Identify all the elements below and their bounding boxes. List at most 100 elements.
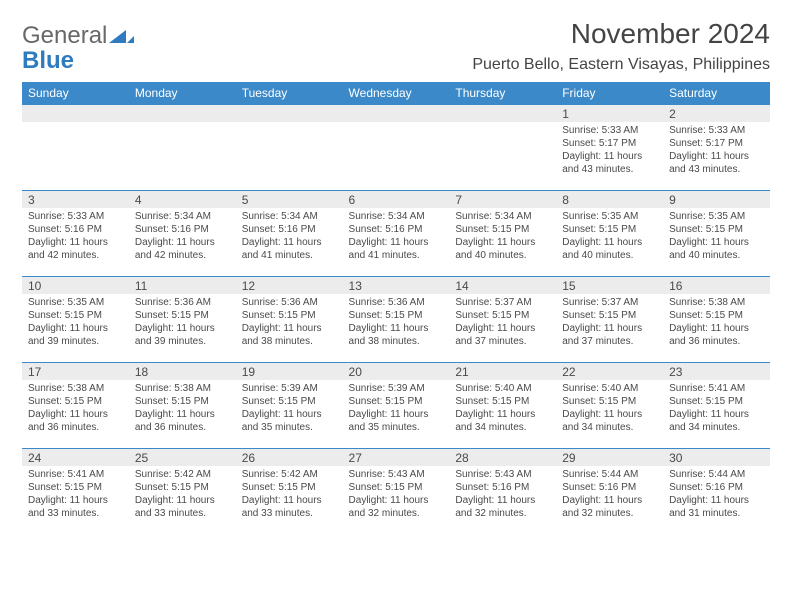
week-row: 10Sunrise: 5:35 AMSunset: 5:15 PMDayligh…: [22, 277, 770, 363]
day-number: 27: [343, 449, 450, 466]
day-cell: 20Sunrise: 5:39 AMSunset: 5:15 PMDayligh…: [343, 363, 450, 449]
day-number: 8: [556, 191, 663, 208]
day-cell: 13Sunrise: 5:36 AMSunset: 5:15 PMDayligh…: [343, 277, 450, 363]
day-data: Sunrise: 5:33 AMSunset: 5:17 PMDaylight:…: [663, 122, 770, 180]
day-number: [22, 105, 129, 122]
logo-triangle-icon: [109, 25, 135, 49]
day-cell: 15Sunrise: 5:37 AMSunset: 5:15 PMDayligh…: [556, 277, 663, 363]
day-cell: 18Sunrise: 5:38 AMSunset: 5:15 PMDayligh…: [129, 363, 236, 449]
day-data: Sunrise: 5:36 AMSunset: 5:15 PMDaylight:…: [343, 294, 450, 352]
day-cell: [22, 105, 129, 191]
day-number: 20: [343, 363, 450, 380]
header: GeneralBlue November 2024 Puerto Bello, …: [22, 18, 770, 80]
day-cell: 7Sunrise: 5:34 AMSunset: 5:15 PMDaylight…: [449, 191, 556, 277]
day-number: 5: [236, 191, 343, 208]
day-cell: 29Sunrise: 5:44 AMSunset: 5:16 PMDayligh…: [556, 449, 663, 535]
day-cell: 14Sunrise: 5:37 AMSunset: 5:15 PMDayligh…: [449, 277, 556, 363]
day-number: 26: [236, 449, 343, 466]
day-number: 29: [556, 449, 663, 466]
day-data: Sunrise: 5:34 AMSunset: 5:16 PMDaylight:…: [236, 208, 343, 266]
dow-header: Tuesday: [236, 82, 343, 105]
day-cell: 26Sunrise: 5:42 AMSunset: 5:15 PMDayligh…: [236, 449, 343, 535]
day-cell: [236, 105, 343, 191]
logo-text-blue: Blue: [22, 47, 74, 74]
day-cell: 5Sunrise: 5:34 AMSunset: 5:16 PMDaylight…: [236, 191, 343, 277]
day-cell: 16Sunrise: 5:38 AMSunset: 5:15 PMDayligh…: [663, 277, 770, 363]
day-number: [449, 105, 556, 122]
dow-header: Wednesday: [343, 82, 450, 105]
day-data: Sunrise: 5:41 AMSunset: 5:15 PMDaylight:…: [22, 466, 129, 524]
day-number: 3: [22, 191, 129, 208]
day-cell: 25Sunrise: 5:42 AMSunset: 5:15 PMDayligh…: [129, 449, 236, 535]
day-number: 22: [556, 363, 663, 380]
day-data: Sunrise: 5:41 AMSunset: 5:15 PMDaylight:…: [663, 380, 770, 438]
day-data: Sunrise: 5:38 AMSunset: 5:15 PMDaylight:…: [22, 380, 129, 438]
day-cell: 1Sunrise: 5:33 AMSunset: 5:17 PMDaylight…: [556, 105, 663, 191]
title-block: November 2024 Puerto Bello, Eastern Visa…: [472, 18, 770, 80]
day-number: 19: [236, 363, 343, 380]
day-cell: 24Sunrise: 5:41 AMSunset: 5:15 PMDayligh…: [22, 449, 129, 535]
day-number: 28: [449, 449, 556, 466]
week-row: 3Sunrise: 5:33 AMSunset: 5:16 PMDaylight…: [22, 191, 770, 277]
day-number: 24: [22, 449, 129, 466]
day-data: Sunrise: 5:38 AMSunset: 5:15 PMDaylight:…: [663, 294, 770, 352]
calendar-table: SundayMondayTuesdayWednesdayThursdayFrid…: [22, 82, 770, 535]
day-data: Sunrise: 5:35 AMSunset: 5:15 PMDaylight:…: [663, 208, 770, 266]
day-cell: 10Sunrise: 5:35 AMSunset: 5:15 PMDayligh…: [22, 277, 129, 363]
day-data: Sunrise: 5:40 AMSunset: 5:15 PMDaylight:…: [556, 380, 663, 438]
day-number: [236, 105, 343, 122]
day-data: Sunrise: 5:35 AMSunset: 5:15 PMDaylight:…: [556, 208, 663, 266]
day-number: 4: [129, 191, 236, 208]
day-cell: 28Sunrise: 5:43 AMSunset: 5:16 PMDayligh…: [449, 449, 556, 535]
day-number: 12: [236, 277, 343, 294]
week-row: 17Sunrise: 5:38 AMSunset: 5:15 PMDayligh…: [22, 363, 770, 449]
day-cell: 21Sunrise: 5:40 AMSunset: 5:15 PMDayligh…: [449, 363, 556, 449]
dow-header: Friday: [556, 82, 663, 105]
day-cell: 17Sunrise: 5:38 AMSunset: 5:15 PMDayligh…: [22, 363, 129, 449]
day-data: Sunrise: 5:42 AMSunset: 5:15 PMDaylight:…: [236, 466, 343, 524]
day-data: Sunrise: 5:36 AMSunset: 5:15 PMDaylight:…: [236, 294, 343, 352]
dow-header: Saturday: [663, 82, 770, 105]
week-row: 1Sunrise: 5:33 AMSunset: 5:17 PMDaylight…: [22, 105, 770, 191]
day-data: Sunrise: 5:37 AMSunset: 5:15 PMDaylight:…: [556, 294, 663, 352]
day-data: Sunrise: 5:37 AMSunset: 5:15 PMDaylight:…: [449, 294, 556, 352]
day-data: Sunrise: 5:42 AMSunset: 5:15 PMDaylight:…: [129, 466, 236, 524]
day-data: Sunrise: 5:34 AMSunset: 5:16 PMDaylight:…: [343, 208, 450, 266]
day-cell: 2Sunrise: 5:33 AMSunset: 5:17 PMDaylight…: [663, 105, 770, 191]
day-number: 21: [449, 363, 556, 380]
day-number: 2: [663, 105, 770, 122]
day-data: [449, 122, 556, 128]
day-data: Sunrise: 5:39 AMSunset: 5:15 PMDaylight:…: [343, 380, 450, 438]
day-cell: 6Sunrise: 5:34 AMSunset: 5:16 PMDaylight…: [343, 191, 450, 277]
day-cell: 30Sunrise: 5:44 AMSunset: 5:16 PMDayligh…: [663, 449, 770, 535]
day-cell: 27Sunrise: 5:43 AMSunset: 5:15 PMDayligh…: [343, 449, 450, 535]
day-data: Sunrise: 5:33 AMSunset: 5:17 PMDaylight:…: [556, 122, 663, 180]
day-data: Sunrise: 5:39 AMSunset: 5:15 PMDaylight:…: [236, 380, 343, 438]
day-number: 7: [449, 191, 556, 208]
day-number: 13: [343, 277, 450, 294]
day-cell: 22Sunrise: 5:40 AMSunset: 5:15 PMDayligh…: [556, 363, 663, 449]
day-data: [129, 122, 236, 128]
day-number: 23: [663, 363, 770, 380]
day-cell: [129, 105, 236, 191]
day-cell: [343, 105, 450, 191]
day-number: 15: [556, 277, 663, 294]
day-number: 6: [343, 191, 450, 208]
day-data: Sunrise: 5:40 AMSunset: 5:15 PMDaylight:…: [449, 380, 556, 438]
day-number: 11: [129, 277, 236, 294]
dow-header: Monday: [129, 82, 236, 105]
day-data: Sunrise: 5:33 AMSunset: 5:16 PMDaylight:…: [22, 208, 129, 266]
day-data: Sunrise: 5:36 AMSunset: 5:15 PMDaylight:…: [129, 294, 236, 352]
day-number: 16: [663, 277, 770, 294]
day-data: [236, 122, 343, 128]
day-data: Sunrise: 5:44 AMSunset: 5:16 PMDaylight:…: [556, 466, 663, 524]
month-title: November 2024: [472, 18, 770, 50]
day-cell: 23Sunrise: 5:41 AMSunset: 5:15 PMDayligh…: [663, 363, 770, 449]
day-data: Sunrise: 5:43 AMSunset: 5:15 PMDaylight:…: [343, 466, 450, 524]
day-number: 14: [449, 277, 556, 294]
day-number: 30: [663, 449, 770, 466]
day-cell: 11Sunrise: 5:36 AMSunset: 5:15 PMDayligh…: [129, 277, 236, 363]
day-data: [343, 122, 450, 128]
day-data: Sunrise: 5:34 AMSunset: 5:15 PMDaylight:…: [449, 208, 556, 266]
day-number: 1: [556, 105, 663, 122]
